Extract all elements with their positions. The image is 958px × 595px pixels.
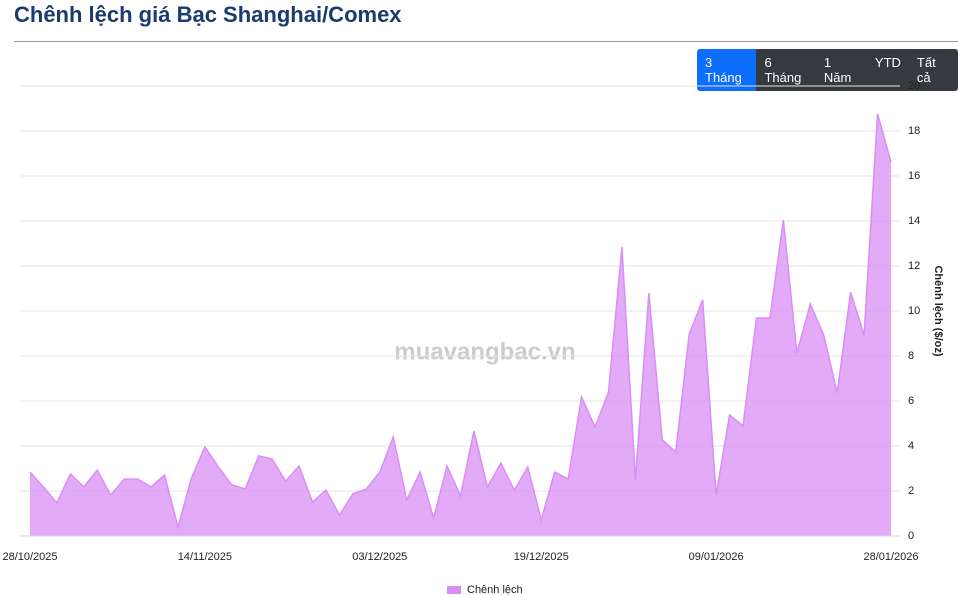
watermark: muavangbac.vn (394, 338, 575, 365)
x-tick-label: 28/01/2026 (863, 551, 918, 563)
y-tick-label: 8 (908, 350, 914, 362)
x-tick-label: 28/10/2025 (2, 551, 57, 563)
divider (14, 41, 958, 42)
range-buttons: 3 Tháng 6 Tháng 1 Năm YTD Tất cả (697, 49, 958, 91)
x-tick-label: 19/12/2025 (514, 551, 569, 563)
page-title: Chênh lệch giá Bạc Shanghai/Comex (14, 2, 402, 27)
y-tick-label: 20 (908, 80, 920, 92)
x-tick-label: 03/12/2025 (352, 551, 407, 563)
y-tick-label: 18 (908, 125, 920, 137)
x-tick-label: 14/11/2025 (178, 551, 232, 563)
y-tick-label: 4 (908, 440, 914, 452)
y-axis-title: Chênh lệch ($/oz) (932, 265, 944, 356)
area (30, 113, 891, 537)
range-button[interactable]: 6 Tháng (756, 49, 816, 91)
legend-label: Chênh lệch (467, 584, 523, 595)
x-tick-label: 09/01/2026 (689, 551, 744, 563)
range-button[interactable]: 1 Năm (815, 49, 867, 91)
y-tick-label: 16 (908, 170, 920, 182)
range-button[interactable]: Tất cả (908, 49, 958, 91)
y-tick-label: 0 (908, 530, 914, 542)
y-tick-label: 6 (908, 395, 914, 407)
range-button[interactable]: 3 Tháng (697, 49, 757, 91)
range-button[interactable]: YTD (866, 49, 909, 91)
y-tick-label: 12 (908, 260, 920, 272)
y-tick-label: 2 (908, 485, 914, 497)
y-tick-label: 14 (908, 215, 920, 227)
y-tick-label: 10 (908, 305, 920, 317)
area-line (29, 113, 892, 530)
legend-swatch (447, 586, 461, 594)
